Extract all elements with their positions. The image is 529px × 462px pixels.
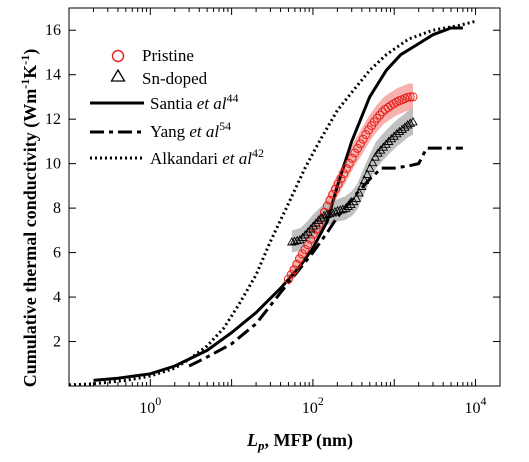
data-point-pristine: [361, 130, 371, 140]
data-point-sn-doped: [300, 229, 311, 239]
plot-area: [68, 19, 476, 387]
axes-frame: [68, 7, 501, 387]
data-point-pristine: [389, 99, 399, 109]
data-point-sn-doped: [343, 201, 354, 210]
data-point-sn-doped: [394, 126, 405, 136]
data-point-pristine: [325, 195, 335, 205]
data-point-pristine: [303, 240, 313, 250]
data-point-sn-doped: [313, 215, 324, 224]
legend-label-sn-doped: Sn-doped: [142, 69, 208, 88]
y-tick-label: 4: [53, 289, 61, 306]
data-point-sn-doped: [351, 193, 362, 202]
y-tick-label: 8: [53, 200, 61, 217]
data-point-pristine: [333, 179, 343, 189]
data-point-pristine: [408, 92, 418, 102]
x-tick-label: 102: [302, 394, 324, 417]
data-point-sn-doped: [375, 145, 386, 154]
data-point-sn-doped: [362, 169, 372, 178]
data-point-sn-doped: [289, 236, 300, 245]
legend-label-yang: Yang et al54: [150, 119, 231, 141]
data-point-sn-doped: [378, 142, 389, 151]
data-point-sn-doped: [392, 128, 402, 138]
data-point-sn-doped: [373, 148, 383, 157]
data-point-sn-doped: [383, 136, 394, 145]
data-point-pristine: [358, 134, 368, 144]
x-axis-title: Lp, MFP (nm): [246, 430, 353, 453]
y-axis-title: Cumulative thermal conductivity (Wm-1K-1…: [18, 49, 41, 387]
data-point-sn-doped: [311, 218, 321, 227]
data-point-pristine: [355, 139, 365, 149]
data-point-sn-doped: [370, 152, 381, 161]
y-tick-label: 10: [45, 156, 61, 173]
y-tick-label: 6: [53, 245, 61, 262]
data-point-pristine: [292, 259, 302, 269]
y-tick-label: 16: [45, 22, 61, 39]
data-point-sn-doped: [295, 234, 305, 244]
data-point-sn-doped: [346, 199, 356, 209]
data-point-sn-doped: [308, 221, 319, 230]
y-tick-label: 2: [53, 334, 61, 351]
data-point-pristine: [331, 184, 340, 194]
data-point-pristine: [336, 174, 346, 184]
legend: Pristine Sn-doped Santia et al44 Yang et…: [90, 46, 264, 168]
series-line-santia: [93, 26, 463, 382]
y-tick-label: 12: [45, 111, 61, 128]
data-point-pristine: [353, 143, 363, 153]
data-point-pristine: [295, 254, 304, 264]
data-point-sn-doped: [405, 118, 416, 127]
data-point-pristine: [283, 274, 293, 284]
data-point-sn-doped: [287, 237, 297, 246]
data-point-sn-doped: [297, 232, 308, 242]
axes: 100 102 104 2 4 6 8 10 12 14 16: [45, 7, 501, 417]
data-point-pristine: [342, 164, 351, 173]
data-point-pristine: [286, 270, 296, 279]
data-point-sn-doped: [400, 122, 410, 131]
legend-label-pristine: Pristine: [142, 46, 194, 65]
data-point-pristine: [328, 190, 338, 199]
data-point-sn-doped: [408, 116, 418, 126]
legend-label-santia: Santia et al44: [150, 91, 239, 113]
data-point-pristine: [339, 169, 349, 179]
data-point-pristine: [289, 265, 299, 275]
data-point-pristine: [350, 148, 360, 158]
data-point-sn-doped: [357, 181, 367, 190]
data-point-sn-doped: [354, 187, 364, 197]
data-point-pristine: [372, 113, 382, 123]
x-tick-label: 100: [139, 394, 161, 417]
data-point-sn-doped: [305, 224, 316, 233]
legend-label-alkandari: Alkandari et al42: [150, 146, 264, 168]
data-point-sn-doped: [381, 139, 391, 148]
data-point-sn-doped: [367, 157, 378, 167]
data-point-sn-doped: [359, 175, 370, 184]
y-tick-label: 14: [45, 67, 61, 84]
series-line-alkandari: [68, 19, 476, 387]
data-point-pristine: [347, 153, 357, 163]
data-point-pristine: [322, 201, 332, 211]
data-point-pristine: [378, 107, 387, 117]
data-point-sn-doped: [386, 133, 397, 143]
data-point-pristine: [300, 244, 310, 254]
data-point-pristine: [297, 249, 307, 259]
data-point-sn-doped: [365, 163, 375, 172]
legend-marker-sn-doped: [110, 68, 126, 82]
data-point-pristine: [405, 92, 415, 102]
data-point-sn-doped: [389, 131, 399, 140]
data-point-pristine: [344, 158, 354, 168]
legend-marker-pristine: [111, 49, 125, 63]
x-tick-label: 104: [465, 394, 487, 417]
data-point-sn-doped: [332, 205, 343, 215]
data-point-sn-doped: [397, 124, 407, 133]
data-point-pristine: [375, 110, 385, 120]
